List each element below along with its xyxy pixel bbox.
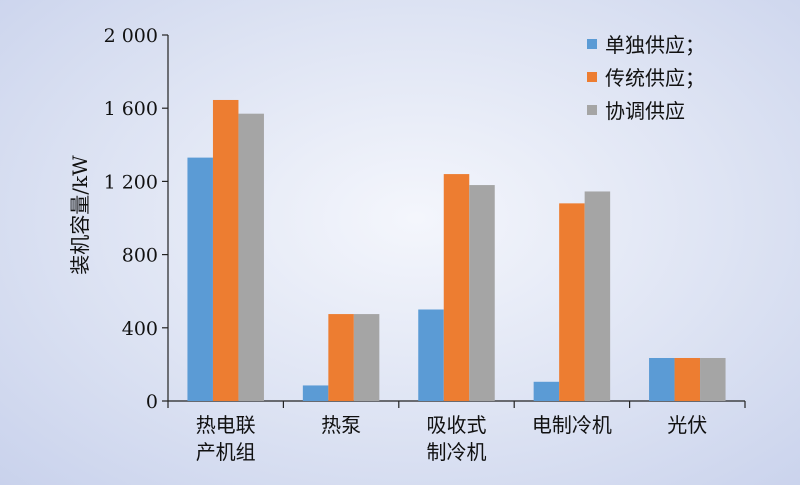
x-tick-label: 电制冷机 [532,413,612,437]
x-tick-label: 吸收式 [427,413,487,437]
legend-swatch [587,39,597,49]
bar [584,191,611,401]
legend-swatch [587,105,597,115]
bars [187,99,726,401]
y-tick-label: 1 600 [104,98,158,120]
x-tick-label: 热电联 [196,413,256,437]
bar [469,185,495,401]
bar [559,203,585,401]
y-axis-title: 装机容量/kW [68,155,92,275]
y-tick-label: 2 000 [104,25,158,47]
bar [443,174,470,401]
bar [238,113,264,401]
legend: 单独供应； 传统供应； 协调供应 [587,33,705,123]
x-tick-label: 热泵 [321,413,361,437]
bar [353,314,380,401]
bar [212,99,239,401]
bar [700,357,726,401]
y-tick-label: 0 [146,391,158,413]
bar [533,381,560,401]
x-tick-label: 光伏 [667,413,707,437]
bar [649,357,675,401]
legend-label: 协调供应 [605,99,685,123]
y-tick-label: 400 [122,318,158,340]
bar [418,309,444,401]
legend-label: 单独供应； [605,33,705,57]
legend-swatch [587,72,597,82]
bar [302,385,329,401]
legend-label: 传统供应； [605,66,705,90]
x-tick-label: 制冷机 [427,440,487,464]
bar [187,157,213,401]
axes [162,34,746,408]
y-tick-label: 800 [122,245,158,267]
bar [674,357,701,401]
y-tick-label: 1 200 [104,171,158,193]
bar [328,314,354,401]
x-tick-label: 产机组 [196,440,256,464]
